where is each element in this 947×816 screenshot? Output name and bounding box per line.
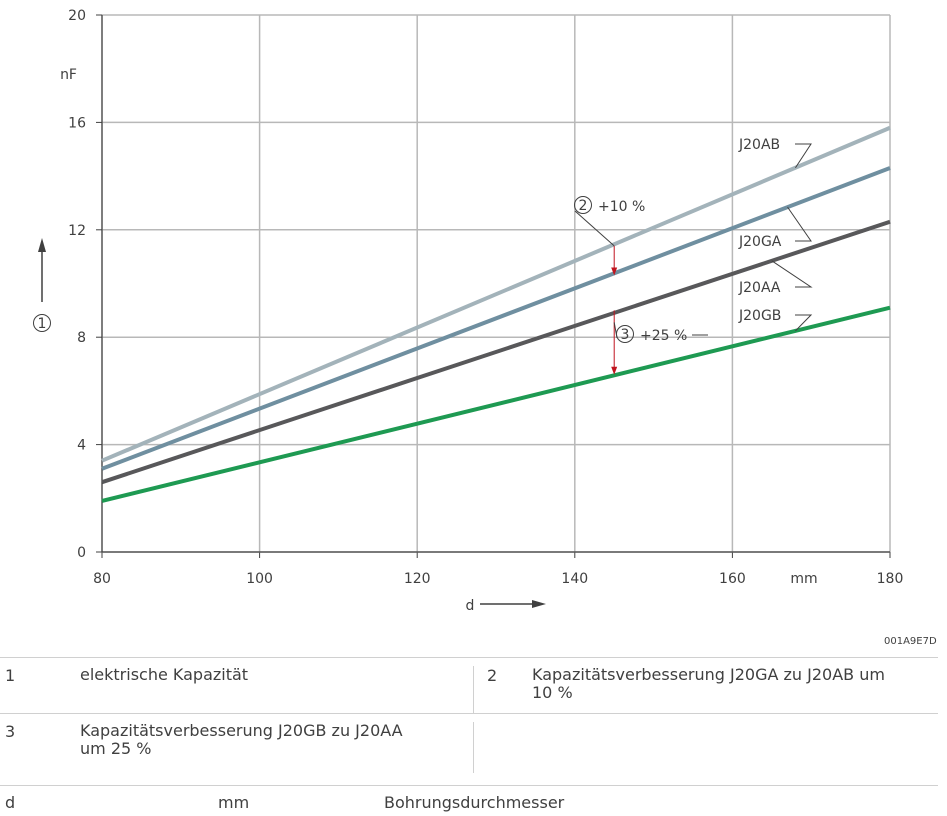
definition-symbol: d bbox=[5, 793, 16, 812]
x-unit-label: mm bbox=[790, 571, 817, 587]
annotation-leader bbox=[574, 210, 615, 247]
legend-num: 2 bbox=[487, 666, 498, 685]
definition-text: Bohrungsdurchmesser bbox=[384, 793, 565, 812]
legend-item-3: 3 Kapazitätsverbesserung J20GB zu J20AA … bbox=[0, 722, 474, 773]
series-line-j20ab bbox=[101, 125, 891, 463]
legend-item-empty bbox=[474, 722, 938, 773]
legend-row: 1 elektrische Kapazität 2 Kapazitätsverb… bbox=[0, 657, 938, 713]
legend-table: 1 elektrische Kapazität 2 Kapazitätsverb… bbox=[0, 657, 938, 773]
y-tick-label: 0 bbox=[77, 545, 86, 561]
series-leader bbox=[771, 260, 813, 288]
y-tick-label: 8 bbox=[77, 330, 86, 346]
series-line-j20aa bbox=[101, 219, 891, 485]
annotation-text: +25 % bbox=[640, 328, 687, 344]
series-label-j20ga: J20GA bbox=[738, 234, 782, 250]
legend-num: 1 bbox=[5, 666, 16, 685]
series-line-j20ga bbox=[101, 166, 891, 471]
annotation-callout-number: 3 bbox=[621, 327, 630, 343]
y-tick-label: 4 bbox=[77, 438, 86, 454]
annotation-arrowhead bbox=[611, 267, 618, 276]
x-tick-label: 120 bbox=[404, 571, 431, 587]
x-axis-label: d bbox=[466, 598, 546, 614]
series-line-j20gb bbox=[101, 305, 891, 503]
legend-text: Kapazitätsverbesserung J20GA zu J20AB um… bbox=[532, 665, 885, 702]
y-tick-label: 20 bbox=[68, 8, 86, 24]
figure-code: 001A9E7D bbox=[884, 636, 937, 647]
series-leader bbox=[787, 206, 812, 242]
annotation-callout-number: 2 bbox=[579, 198, 588, 214]
legend-text: Kapazitätsverbesserung J20GB zu J20AA um… bbox=[80, 721, 403, 758]
x-tick-label: 80 bbox=[93, 571, 111, 587]
series-leader bbox=[795, 143, 812, 168]
series-lines bbox=[101, 125, 891, 503]
annotation-callout-circle bbox=[574, 196, 592, 214]
series-leader bbox=[795, 314, 813, 332]
annotations: 2 +10 % 3 +25 % bbox=[574, 196, 708, 375]
x-axis-symbol: d bbox=[466, 598, 475, 614]
tick-labels: 80 100 120 140 160 180 0 4 8 12 16 20 bbox=[68, 8, 903, 587]
definition-unit: mm bbox=[218, 793, 250, 812]
legend-item-2: 2 Kapazitätsverbesserung J20GA zu J20AB … bbox=[474, 666, 938, 713]
annotation-callout-circle bbox=[616, 325, 634, 343]
legend-item-1: 1 elektrische Kapazität bbox=[0, 666, 474, 713]
grid bbox=[96, 14, 891, 558]
y-unit-label: nF bbox=[60, 67, 77, 83]
y-tick-label: 16 bbox=[68, 115, 86, 131]
annotation-arrowhead bbox=[611, 366, 618, 375]
x-tick-label: 160 bbox=[719, 571, 746, 587]
y-axis-label: 1 bbox=[33, 238, 51, 332]
series-label-j20gb: J20GB bbox=[738, 308, 781, 324]
series-labels: J20AB J20GA J20AA J20GB bbox=[738, 137, 813, 332]
y-tick-label: 12 bbox=[68, 223, 86, 239]
annotation-text: +10 % bbox=[598, 199, 645, 215]
y-axis-callout: 1 bbox=[38, 316, 47, 332]
x-tick-label: 100 bbox=[246, 571, 273, 587]
x-tick-label: 140 bbox=[561, 571, 588, 587]
series-label-j20ab: J20AB bbox=[738, 137, 780, 153]
x-tick-label: 180 bbox=[877, 571, 904, 587]
legend-num: 3 bbox=[5, 722, 16, 741]
series-label-j20aa: J20AA bbox=[738, 280, 781, 296]
legend-row: 3 Kapazitätsverbesserung J20GB zu J20AA … bbox=[0, 713, 938, 773]
legend-text: elektrische Kapazität bbox=[80, 665, 249, 684]
definition-row: d mm Bohrungsdurchmesser bbox=[0, 785, 938, 812]
